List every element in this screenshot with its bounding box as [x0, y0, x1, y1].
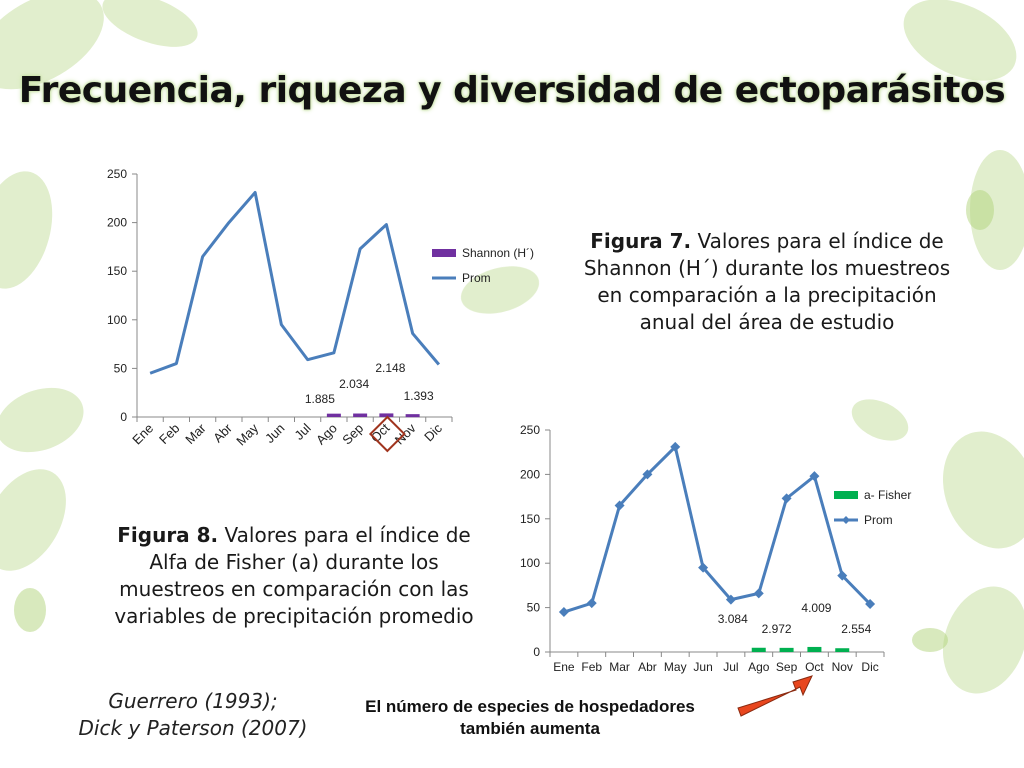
legend-bar-label: a- Fisher — [864, 488, 911, 502]
legend-line-label: Prom — [462, 271, 491, 285]
data-label: 3.084 — [718, 612, 748, 626]
x-tick-label: Mar — [609, 660, 630, 674]
x-tick-label: Jun — [693, 660, 712, 674]
y-tick-label: 250 — [107, 167, 127, 181]
x-tick-label: Jul — [723, 660, 738, 674]
y-tick-label: 250 — [520, 423, 540, 437]
data-label: 4.009 — [801, 601, 831, 615]
line-point — [781, 493, 792, 504]
data-label: 2.554 — [841, 622, 871, 636]
x-tick-label: May — [664, 660, 687, 674]
leaf-shape — [942, 431, 1024, 549]
data-label: 2.034 — [339, 377, 369, 391]
data-bar — [379, 413, 394, 417]
leaf-shape — [0, 171, 53, 289]
slide-title: Frecuencia, riqueza y diversidad de ecto… — [18, 70, 1006, 111]
host-species-note: El número de especies de hospedadores ta… — [325, 696, 735, 740]
citation: Guerrero (1993); Dick y Paterson (2007) — [58, 688, 328, 742]
x-tick-label: Dic — [861, 660, 878, 674]
data-label: 1.393 — [404, 389, 434, 403]
figure8-label: Figura 8. — [117, 523, 219, 547]
x-tick-label: Abr — [638, 660, 657, 674]
leaf-shape — [903, 0, 1017, 81]
y-tick-label: 100 — [520, 556, 540, 570]
citation-line1: Guerrero (1993); — [108, 689, 278, 713]
line-point — [586, 598, 597, 609]
y-tick-label: 150 — [520, 512, 540, 526]
x-tick-label: Ago — [748, 660, 770, 674]
line-point — [837, 570, 848, 581]
leaf-shape — [460, 266, 540, 314]
prom-line — [563, 445, 872, 614]
legend-bar-swatch — [834, 491, 858, 499]
leaf-shape — [14, 588, 46, 632]
figure8-caption: Figura 8. Valores para el índice de Alfa… — [114, 522, 474, 630]
y-tick-label: 200 — [520, 467, 540, 481]
leaf-shape — [966, 190, 994, 230]
x-tick-label: Sep — [776, 660, 798, 674]
line-point — [558, 607, 569, 618]
figure7-caption: Figura 7. Valores para el índice de Shan… — [582, 228, 952, 336]
leaf-shape — [912, 628, 948, 652]
line-point — [614, 500, 625, 511]
data-bar — [353, 413, 368, 417]
line-point — [698, 562, 709, 573]
citation-line2: Dick y Paterson (2007) — [78, 716, 308, 740]
data-bar — [807, 646, 822, 652]
data-bar — [751, 647, 766, 652]
oct-highlight-box — [368, 415, 406, 453]
y-tick-label: 0 — [120, 410, 127, 424]
leaf-shape — [851, 399, 909, 441]
legend-line-label: Prom — [864, 513, 893, 527]
arrow-shape — [737, 675, 813, 717]
data-label: 1.885 — [305, 392, 335, 406]
y-tick-label: 50 — [527, 601, 541, 615]
legend-bar-swatch — [432, 249, 456, 257]
y-tick-label: 50 — [114, 361, 128, 375]
legend-line-marker — [842, 516, 850, 524]
line-point — [753, 588, 764, 599]
leaf-shape — [0, 0, 104, 90]
data-bar — [835, 648, 850, 652]
x-tick-label: Feb — [581, 660, 602, 674]
note-line1: El número de especies de hospedadores — [365, 697, 695, 716]
data-bar — [779, 647, 794, 652]
y-tick-label: 150 — [107, 264, 127, 278]
figure7-text: Valores para el índice de Shannon (H´) d… — [583, 229, 951, 334]
leaf-shape — [942, 586, 1024, 694]
y-tick-label: 100 — [107, 313, 127, 327]
line-point — [865, 599, 876, 610]
data-bar — [326, 413, 341, 417]
note-line2: también aumenta — [460, 719, 600, 738]
figure7-label: Figura 7. — [590, 229, 692, 253]
x-tick-label: Nov — [832, 660, 853, 674]
line-point — [809, 471, 820, 482]
leaf-shape — [0, 469, 66, 571]
leaf-shape — [970, 150, 1024, 270]
data-label: 2.148 — [375, 361, 405, 375]
x-tick-label: Oct — [805, 660, 824, 674]
y-tick-label: 200 — [107, 216, 127, 230]
legend-bar-label: Shannon (H´) — [462, 246, 534, 260]
y-tick-label: 0 — [533, 645, 540, 659]
leaf-shape — [102, 0, 198, 47]
leaf-shape — [0, 387, 84, 453]
data-label: 2.972 — [762, 622, 792, 636]
prom-line — [149, 190, 441, 375]
line-point — [642, 469, 653, 480]
data-bar — [405, 414, 420, 418]
x-tick-label: Ene — [553, 660, 575, 674]
line-point — [670, 441, 681, 452]
figure8-text: Valores para el índice de Alfa de Fisher… — [114, 523, 474, 628]
line-point — [725, 594, 736, 605]
